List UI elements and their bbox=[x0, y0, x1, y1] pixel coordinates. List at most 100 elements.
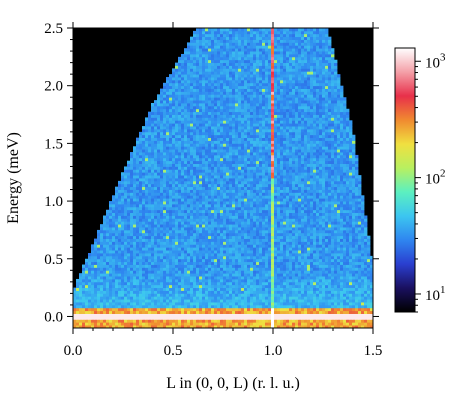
heatmap-cell bbox=[328, 267, 332, 271]
heatmap-cell bbox=[343, 206, 347, 211]
heatmap-cell bbox=[268, 322, 272, 326]
heatmap-cell bbox=[112, 290, 116, 294]
heatmap-cell bbox=[181, 180, 185, 185]
heatmap-cell bbox=[163, 304, 167, 309]
heatmap-cell bbox=[82, 264, 86, 268]
heatmap-cell bbox=[289, 296, 293, 300]
heatmap-cell bbox=[151, 322, 155, 326]
heatmap-cell bbox=[190, 316, 194, 320]
heatmap-cell bbox=[337, 178, 341, 182]
heatmap-cell bbox=[142, 325, 146, 329]
heatmap-cell bbox=[250, 278, 254, 283]
heatmap-cell bbox=[121, 172, 125, 176]
heatmap-cell bbox=[175, 313, 179, 317]
heatmap-cell bbox=[286, 215, 290, 219]
heatmap-cell bbox=[295, 290, 299, 294]
heatmap-cell bbox=[184, 244, 188, 248]
heatmap-cell bbox=[82, 319, 86, 323]
heatmap-cell bbox=[112, 278, 116, 283]
heatmap-cell bbox=[328, 221, 332, 225]
heatmap-cell bbox=[253, 253, 257, 257]
heatmap-cell bbox=[220, 235, 224, 239]
heatmap-cell bbox=[256, 290, 260, 294]
heatmap-cell bbox=[334, 307, 338, 312]
heatmap-cell bbox=[163, 186, 167, 190]
heatmap-cell bbox=[337, 319, 341, 323]
heatmap-cell bbox=[307, 319, 311, 323]
heatmap-cell bbox=[346, 235, 350, 239]
heatmap-cell bbox=[367, 304, 371, 309]
heatmap-cell bbox=[253, 316, 257, 320]
heatmap-cell bbox=[325, 229, 329, 234]
heatmap-cell bbox=[235, 244, 239, 248]
heatmap-cell bbox=[316, 203, 320, 208]
heatmap-cell bbox=[145, 241, 149, 245]
heatmap-cell bbox=[343, 293, 347, 297]
heatmap-cell bbox=[265, 180, 269, 185]
heatmap-cell bbox=[286, 302, 290, 306]
heatmap-cell bbox=[322, 267, 326, 271]
heatmap-cell bbox=[280, 244, 284, 248]
heatmap-cell bbox=[271, 302, 275, 306]
heatmap-cell bbox=[298, 325, 302, 329]
heatmap-cell bbox=[283, 310, 287, 314]
heatmap-cell bbox=[370, 276, 374, 280]
heatmap-cell bbox=[337, 281, 341, 286]
heatmap-cell bbox=[118, 281, 122, 286]
heatmap-cell bbox=[277, 273, 281, 277]
heatmap-cell bbox=[184, 224, 188, 228]
heatmap-cell bbox=[253, 172, 257, 176]
heatmap-cell bbox=[127, 221, 131, 225]
heatmap-cell bbox=[178, 316, 182, 320]
heatmap-cell bbox=[223, 209, 227, 214]
heatmap-cell bbox=[97, 284, 101, 289]
heatmap-cell bbox=[112, 229, 116, 234]
heatmap-cell bbox=[238, 290, 242, 294]
heatmap-cell bbox=[154, 290, 158, 294]
heatmap-cell bbox=[322, 276, 326, 280]
heatmap-cell bbox=[352, 241, 356, 245]
heatmap-cell bbox=[175, 264, 179, 268]
heatmap-cell bbox=[127, 310, 131, 314]
heatmap-cell bbox=[319, 258, 323, 263]
heatmap-cell bbox=[358, 322, 362, 326]
heatmap-cell bbox=[313, 186, 317, 190]
heatmap-cell bbox=[130, 307, 134, 312]
heatmap-cell bbox=[196, 183, 200, 188]
heatmap-cell bbox=[268, 302, 272, 306]
heatmap-cell bbox=[334, 201, 338, 205]
heatmap-cell bbox=[208, 267, 212, 271]
heatmap-cell bbox=[238, 195, 242, 199]
heatmap-cell bbox=[298, 186, 302, 190]
heatmap-cell bbox=[328, 322, 332, 326]
heatmap-cell bbox=[220, 273, 224, 277]
heatmap-cell bbox=[367, 316, 371, 320]
heatmap-cell bbox=[244, 180, 248, 185]
heatmap-cell bbox=[271, 304, 275, 309]
heatmap-cell bbox=[238, 180, 242, 185]
heatmap-cell bbox=[274, 189, 278, 193]
heatmap-cell bbox=[259, 206, 263, 211]
heatmap-cell bbox=[304, 264, 308, 268]
heatmap-cell bbox=[226, 299, 230, 303]
heatmap-cell bbox=[304, 227, 308, 231]
heatmap-cell bbox=[355, 209, 359, 214]
heatmap-cell bbox=[343, 264, 347, 268]
heatmap-cell bbox=[304, 224, 308, 228]
heatmap-cell bbox=[274, 224, 278, 228]
heatmap-cell bbox=[289, 201, 293, 205]
heatmap-cell bbox=[361, 203, 365, 208]
heatmap-cell bbox=[181, 238, 185, 242]
heatmap-cell bbox=[217, 247, 221, 251]
heatmap-cell bbox=[274, 203, 278, 208]
heatmap-cell bbox=[283, 178, 287, 182]
heatmap-cell bbox=[259, 235, 263, 239]
heatmap-cell bbox=[130, 241, 134, 245]
heatmap-cell bbox=[298, 273, 302, 277]
heatmap-cell bbox=[154, 241, 158, 245]
heatmap-cell bbox=[145, 276, 149, 280]
heatmap-cell bbox=[88, 284, 92, 289]
heatmap-cell bbox=[166, 186, 170, 190]
heatmap-cell bbox=[136, 264, 140, 268]
heatmap-cell bbox=[121, 183, 125, 188]
